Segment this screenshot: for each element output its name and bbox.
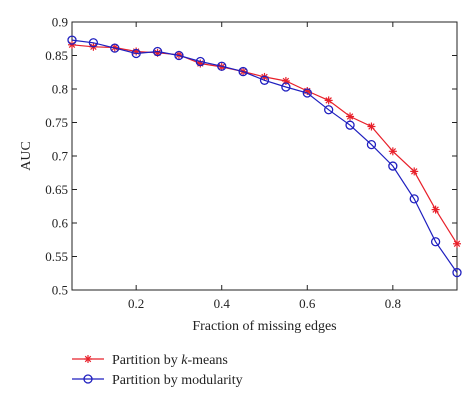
y-axis-label: AUC [19, 141, 34, 171]
data-point [195, 56, 205, 67]
legend-label-prefix: Partition by modularity [112, 373, 243, 388]
y-tick-label: 0.75 [45, 115, 68, 130]
x-tick-label: 0.2 [128, 296, 144, 311]
data-point [453, 239, 461, 248]
y-tick-label: 0.5 [52, 283, 68, 298]
series-layer [67, 35, 462, 278]
y-tick-label: 0.8 [52, 82, 68, 97]
data-point [388, 147, 397, 156]
data-point [88, 38, 99, 48]
legend-label-italic: k [181, 353, 188, 368]
legend-item: Partition by k-means [72, 353, 228, 368]
data-point [430, 237, 441, 247]
y-tick-label: 0.85 [45, 48, 68, 63]
y-tick-label: 0.7 [52, 149, 69, 164]
axes: 0.2 0.4 0.6 0.8 0.5 0.55 0.6 0.65 0.7 0.75 0.8 0.85… [45, 15, 458, 311]
x-tick-label: 0.4 [214, 296, 231, 311]
data-point [345, 120, 355, 130]
y-tick-label: 0.6 [52, 216, 69, 231]
data-point [131, 48, 141, 59]
series-0 [68, 40, 461, 248]
data-point [110, 43, 120, 53]
data-point [174, 50, 184, 61]
x-tick-label: 0.6 [299, 296, 316, 311]
data-point [217, 61, 227, 71]
legend-item: Partition by modularity [72, 373, 243, 388]
data-point [152, 46, 163, 57]
data-point [346, 112, 355, 121]
legend: Partition by k-means Partition by modular… [72, 353, 243, 388]
data-point [281, 82, 291, 92]
data-point [410, 167, 419, 176]
legend-label-prefix: Partition by [112, 353, 181, 368]
data-point [238, 66, 248, 77]
data-point [67, 35, 77, 45]
legend-label: Partition by modularity [112, 373, 243, 388]
legend-marker [83, 374, 93, 384]
data-point [366, 139, 377, 150]
y-tick-label: 0.65 [45, 182, 68, 197]
plot-frame [71, 21, 458, 291]
series-line [71, 39, 458, 273]
legend-marker [84, 355, 92, 363]
data-point [324, 96, 333, 105]
data-point [217, 62, 226, 71]
data-point [452, 267, 462, 278]
data-point [431, 205, 440, 214]
data-point [68, 40, 76, 49]
data-point [409, 194, 419, 204]
y-tick-label: 0.9 [52, 15, 68, 30]
data-point [367, 122, 376, 131]
data-point [388, 161, 398, 171]
series-1 [67, 35, 462, 278]
legend-label: Partition by k-means [112, 353, 228, 368]
data-point [324, 105, 334, 115]
x-axis-label: Fraction of missing edges [192, 319, 336, 334]
data-point [302, 88, 312, 98]
legend-label-suffix: -means [187, 353, 227, 368]
x-tick-label: 0.8 [385, 296, 401, 311]
data-point [259, 75, 270, 85]
y-tick-label: 0.55 [45, 249, 68, 264]
